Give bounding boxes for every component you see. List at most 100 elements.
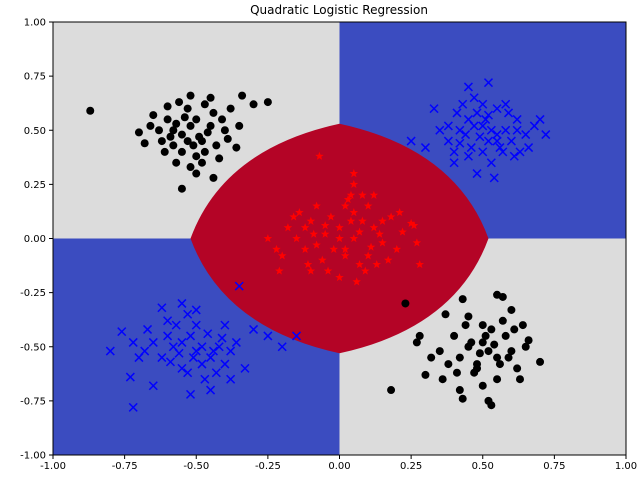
x-stroke [157,353,167,363]
x-stroke [105,346,115,356]
x-stroke [206,353,216,363]
data-point-circle [206,121,215,130]
x-stroke [463,151,473,161]
data-point-star [306,216,316,225]
data-point-circle [412,338,421,347]
data-point-star [340,201,350,210]
x-stroke [475,132,485,142]
data-point-x [489,173,499,183]
data-point-circle [498,316,507,325]
data-point-circle [524,336,533,345]
data-point-star [358,216,367,225]
data-point-star [378,216,387,225]
x-stroke [512,114,522,124]
data-point-circle [172,158,181,167]
data-point-circle [473,364,482,373]
data-point-x [148,337,158,347]
x-stroke [134,353,144,363]
data-point-star [363,201,373,210]
x-tick-label: 1.00 [615,461,637,472]
data-point-star [306,266,316,275]
x-stroke [501,125,511,135]
data-point-star [383,255,393,264]
x-stroke [206,385,216,395]
data-point-star [349,179,359,189]
x-stroke [220,320,230,330]
data-point-x [483,136,494,146]
y-tick-label: 0.25 [24,180,46,191]
data-point-circle [438,375,447,384]
data-point-star [289,212,298,221]
data-point-circle [415,331,424,340]
data-point-circle [507,305,516,314]
x-stroke [483,110,494,120]
data-point-star [392,244,402,253]
x-stroke [521,130,531,140]
data-point-circle [160,147,169,156]
data-point-circle [212,141,221,150]
data-point-x [478,99,488,109]
data-point-x [177,363,187,373]
data-point-circle [536,357,545,366]
data-point-x [435,125,445,135]
x-stroke [486,125,496,135]
y-tick-label: -0.25 [20,288,46,299]
data-point-circle [458,295,467,304]
y-tick-label: -1.00 [20,451,46,462]
data-point-star [340,244,350,253]
data-point-x [163,316,173,326]
x-stroke [197,342,207,352]
data-point-star [275,266,284,275]
data-point-circle [513,364,522,373]
data-point-x [143,324,153,334]
data-point-x [249,324,259,334]
data-point-circle [209,108,218,117]
data-point-x [509,151,519,161]
data-point-star [346,216,356,225]
data-point-circle [493,353,502,362]
x-stroke [515,147,525,157]
x-stroke [203,329,213,339]
data-point-x [481,114,491,124]
x-stroke [455,138,465,148]
data-point-x [125,372,135,382]
data-point-star [335,234,344,243]
x-tick-label: 0.75 [543,461,565,472]
data-point-x [206,385,216,395]
x-stroke [489,173,499,183]
chart-title: Quadratic Logistic Regression [250,3,428,17]
data-point-x [165,357,175,367]
data-point-x [483,110,494,120]
data-point-star [406,218,416,227]
data-point-star [372,259,382,269]
data-point-circle [155,126,164,135]
x-stroke [185,389,196,399]
data-point-circle [464,312,473,321]
data-point-x [501,99,511,109]
data-point-x [191,320,201,330]
data-point-x [443,121,453,131]
data-point-x [183,309,193,319]
data-point-circle [493,290,502,299]
data-point-x [483,78,494,88]
data-point-circle [200,147,209,156]
x-stroke [429,104,439,114]
data-point-star [277,251,287,260]
x-stroke [469,93,479,103]
data-point-x [188,353,198,363]
x-stroke [524,143,534,153]
data-point-circle [218,115,227,124]
data-point-x [501,125,511,135]
data-point-x [191,305,201,315]
x-stroke [455,125,465,135]
y-tick-label: -0.50 [20,342,46,353]
x-stroke [483,136,494,146]
data-point-x [504,108,514,118]
data-point-star [375,229,384,238]
x-stroke [214,342,224,352]
data-point-x [277,342,287,352]
x-stroke [443,136,453,146]
data-point-x [203,329,213,339]
y-tick-label: -0.75 [20,396,46,407]
data-point-circle [192,115,201,124]
